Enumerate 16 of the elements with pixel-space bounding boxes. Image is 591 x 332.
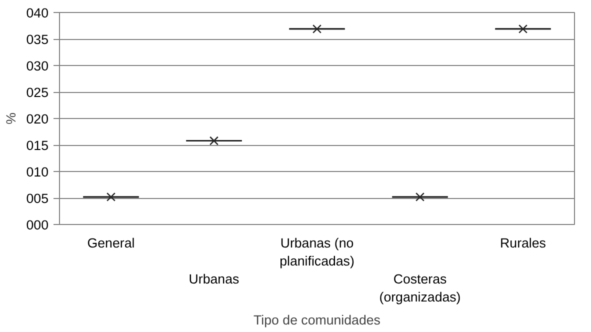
y-tick-label: 015 [26,138,49,153]
y-axis-title: % [3,112,18,124]
x-axis-title: Tipo de comunidades [254,312,381,328]
y-tick-label: 030 [26,58,49,74]
y-tick-label: 010 [26,164,49,180]
y-tick-label: 025 [26,85,49,100]
x-tick-label: Urbanas (no planificadas) [280,236,354,268]
y-tick-label: 035 [26,32,49,47]
x-tick-label: Rurales [500,236,546,250]
x-tick-label: Urbanas [188,272,240,286]
x-tick-label: Costeras (organizadas) [379,272,461,304]
y-tick-label: 020 [26,112,49,126]
y-tick-label: 040 [26,6,49,20]
x-tick-label: General [87,236,135,250]
y-tick-label: 005 [26,191,49,206]
y-tick-label: 000 [26,218,49,232]
